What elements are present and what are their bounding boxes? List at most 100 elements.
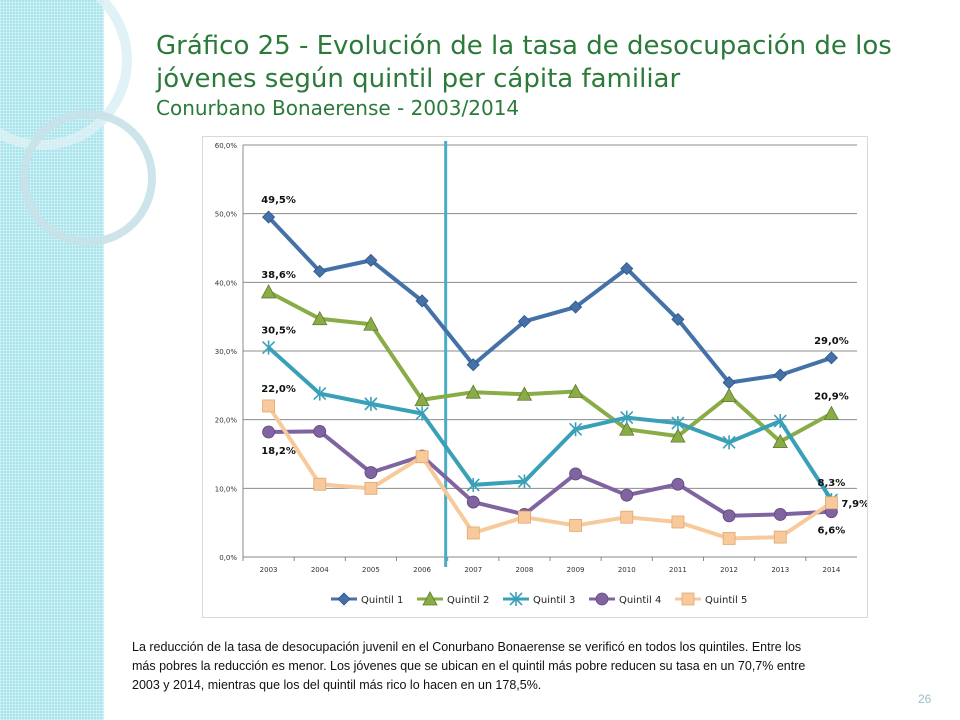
data-point-quintil-5 — [364, 481, 378, 495]
data-point-quintil-5 — [313, 477, 327, 491]
title-line-2: jóvenes según quintil per cápita familia… — [156, 64, 681, 94]
y-tick-label: 20,0% — [215, 417, 238, 425]
series-line-quintil-2 — [267, 290, 833, 444]
data-point-quintil-5 — [262, 399, 275, 413]
data-point-quintil-2 — [823, 405, 840, 420]
footnote: La reducción de la tasa de desocupación … — [132, 638, 932, 695]
data-point-quintil-1 — [466, 358, 480, 372]
data-label: 6,6% — [818, 526, 846, 537]
y-tick-label: 60,0% — [215, 142, 238, 150]
data-point-quintil-4 — [262, 425, 275, 439]
footnote-line-2: más pobres la reducción es menor. Los jó… — [132, 659, 806, 673]
data-point-quintil-5 — [722, 532, 736, 545]
data-point-quintil-5 — [773, 530, 787, 544]
data-point-quintil-3 — [569, 422, 583, 437]
y-tick-label: 10,0% — [215, 485, 238, 493]
sidebar-divider — [103, 0, 104, 720]
data-point-quintil-5 — [671, 515, 685, 529]
data-point-quintil-3 — [313, 386, 327, 401]
data-point-quintil-4 — [466, 495, 480, 509]
data-point-quintil-5 — [620, 510, 634, 524]
x-tick-label: 2008 — [516, 566, 534, 574]
data-point-quintil-2 — [260, 284, 277, 299]
data-point-quintil-2 — [465, 384, 481, 399]
data-point-quintil-4 — [569, 467, 582, 481]
data-label: 18,2% — [261, 446, 296, 457]
data-point-quintil-5 — [569, 519, 582, 532]
data-point-quintil-4 — [620, 488, 634, 502]
decorative-circle — [20, 110, 156, 246]
data-label: 29,0% — [814, 336, 849, 347]
data-point-quintil-1 — [364, 253, 378, 267]
data-point-quintil-5 — [825, 496, 838, 510]
x-tick-label: 2005 — [362, 566, 380, 574]
data-point-quintil-4 — [722, 509, 736, 523]
data-label: 49,5% — [261, 195, 296, 206]
data-point-quintil-3 — [364, 396, 378, 411]
series-line-quintil-3 — [267, 346, 834, 502]
legend-label-quintil-1: Quintil 1 — [361, 595, 403, 606]
legend-label-quintil-5: Quintil 5 — [705, 595, 747, 606]
line-chart: 0,0% 10,0% 20,0% 30,0% 40,0% 50,0% 60,0% 2003 20… — [215, 141, 867, 606]
data-point-quintil-2 — [414, 391, 430, 407]
x-tick-label: 2013 — [771, 566, 789, 574]
data-label: 20,9% — [814, 391, 849, 402]
data-point-quintil-4 — [364, 466, 378, 479]
y-tick-label: 0,0% — [219, 554, 237, 562]
series-line-quintil-1 — [267, 215, 833, 385]
data-point-quintil-1 — [569, 300, 583, 314]
legend-marker-quintil-2 — [422, 591, 438, 606]
legend-marker-quintil-1 — [337, 592, 351, 606]
series-line-quintil-5 — [266, 404, 833, 541]
legend-label-quintil-3: Quintil 3 — [533, 595, 575, 606]
y-tick-label: 40,0% — [215, 279, 238, 287]
data-point-quintil-3 — [773, 414, 787, 429]
data-point-quintil-1 — [262, 210, 276, 224]
data-point-quintil-4 — [671, 477, 685, 491]
data-point-quintil-1 — [620, 262, 634, 276]
title-line-1: Gráfico 25 - Evolución de la tasa de des… — [156, 31, 892, 61]
data-point-quintil-3 — [517, 474, 531, 489]
data-point-quintil-3 — [415, 406, 429, 421]
x-tick-label: 2007 — [464, 566, 482, 574]
x-tick-label: 2004 — [311, 566, 329, 574]
x-tick-label: 2009 — [567, 566, 585, 574]
data-point-quintil-5 — [466, 526, 480, 540]
legend-label-quintil-4: Quintil 4 — [619, 595, 661, 606]
data-point-quintil-3 — [262, 340, 276, 355]
data-point-quintil-3 — [620, 410, 634, 425]
data-point-quintil-2 — [363, 316, 379, 331]
data-point-quintil-4 — [313, 424, 327, 438]
data-point-quintil-3 — [466, 477, 480, 492]
data-label: 38,6% — [261, 270, 296, 281]
legend-marker-quintil-3 — [509, 592, 523, 606]
data-point-quintil-2 — [670, 428, 686, 443]
data-label: 7,9% — [841, 499, 867, 510]
data-point-quintil-2 — [772, 433, 788, 449]
data-point-quintil-4 — [773, 508, 787, 521]
x-tick-label: 2006 — [413, 566, 431, 574]
footnote-line-1: La reducción de la tasa de desocupación … — [132, 640, 802, 654]
subtitle: Conurbano Bonaerense - 2003/2014 — [156, 96, 520, 120]
chart-container: 0,0% 10,0% 20,0% 30,0% 40,0% 50,0% 60,0% 2003 20… — [202, 136, 868, 618]
data-label: 8,3% — [818, 478, 846, 489]
slide-title: Gráfico 25 - Evolución de la tasa de des… — [156, 30, 916, 120]
y-tick-label: 30,0% — [215, 348, 238, 356]
x-tick-label: 2011 — [669, 566, 687, 574]
data-point-quintil-2 — [619, 421, 635, 436]
data-point-quintil-1 — [313, 264, 327, 278]
data-point-quintil-1 — [773, 368, 787, 382]
data-label: 22,0% — [261, 384, 296, 395]
data-point-quintil-2 — [516, 386, 533, 401]
footnote-line-3: 2003 y 2014, mientras que los del quinti… — [132, 678, 542, 692]
data-point-quintil-5 — [518, 510, 531, 524]
x-tick-label: 2012 — [720, 566, 738, 574]
data-point-quintil-2 — [721, 387, 737, 403]
legend-label-quintil-2: Quintil 2 — [447, 595, 489, 606]
series-line-quintil-4 — [268, 429, 832, 518]
data-point-quintil-3 — [722, 435, 736, 450]
y-tick-label: 50,0% — [215, 211, 238, 219]
x-tick-label: 2010 — [618, 566, 636, 574]
data-point-quintil-1 — [415, 294, 429, 308]
data-point-quintil-3 — [671, 416, 685, 431]
